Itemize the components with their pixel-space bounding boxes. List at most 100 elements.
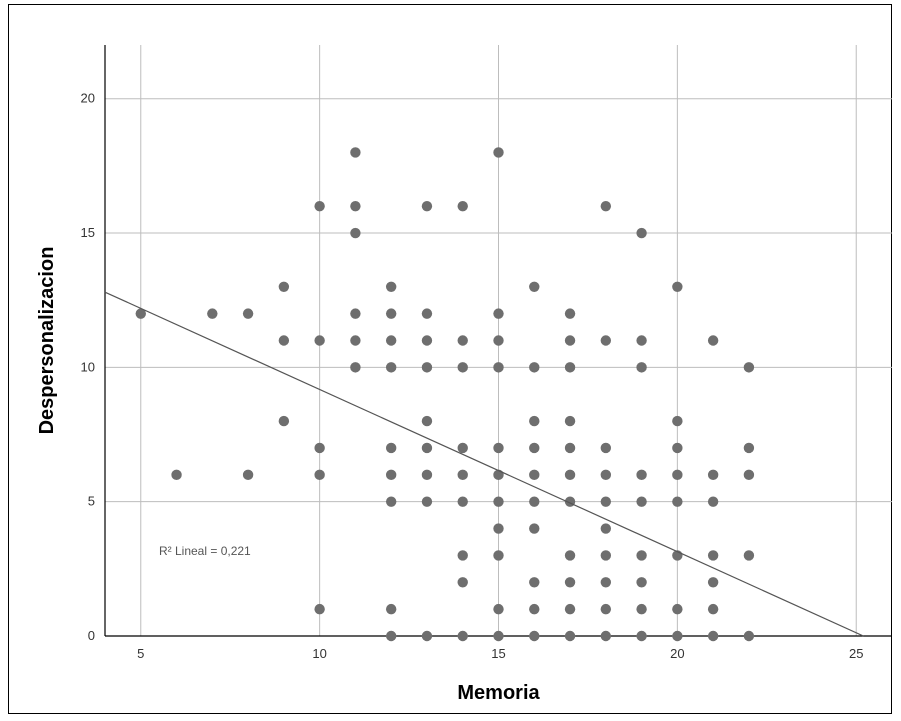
data-point bbox=[350, 227, 361, 239]
data-point bbox=[672, 630, 683, 642]
data-point bbox=[707, 469, 719, 481]
y-axis-title: Despersonalizacion bbox=[36, 247, 58, 435]
data-point bbox=[493, 147, 504, 158]
data-point bbox=[242, 308, 254, 319]
data-point bbox=[636, 362, 647, 373]
data-point bbox=[636, 335, 647, 346]
chart-frame: 5 10 15 20 25 0 5 10 15 20 R² Lineal = 0,221 Memo… bbox=[8, 4, 892, 714]
data-point bbox=[385, 442, 397, 454]
data-point bbox=[529, 469, 540, 481]
data-point bbox=[457, 550, 468, 561]
data-point bbox=[636, 227, 647, 239]
data-point bbox=[529, 577, 540, 588]
data-point bbox=[636, 469, 647, 481]
y-tick-label-15: 15 bbox=[81, 225, 95, 240]
data-point bbox=[421, 200, 433, 212]
data-point bbox=[743, 550, 755, 561]
data-point bbox=[135, 308, 146, 319]
data-point bbox=[314, 442, 325, 454]
data-point bbox=[493, 603, 504, 615]
y-tick-label-10: 10 bbox=[81, 359, 95, 374]
data-point bbox=[564, 550, 576, 561]
data-point bbox=[564, 415, 576, 427]
data-point bbox=[743, 442, 755, 454]
data-point bbox=[636, 630, 647, 642]
data-point bbox=[743, 469, 755, 481]
data-point bbox=[564, 442, 576, 454]
data-point bbox=[421, 442, 433, 454]
data-point bbox=[242, 469, 254, 481]
r-squared-annotation: R² Lineal = 0,221 bbox=[159, 544, 251, 558]
data-point bbox=[600, 550, 612, 561]
x-tick-label-5: 5 bbox=[137, 646, 144, 661]
data-point bbox=[529, 442, 540, 454]
data-point bbox=[636, 496, 647, 507]
data-point bbox=[493, 496, 504, 507]
data-point bbox=[385, 469, 397, 481]
data-point bbox=[600, 630, 612, 642]
data-point bbox=[457, 200, 468, 212]
data-point bbox=[278, 335, 290, 346]
data-point bbox=[529, 523, 540, 534]
data-point bbox=[421, 362, 433, 373]
data-point bbox=[457, 335, 468, 346]
data-point bbox=[421, 335, 433, 346]
data-point bbox=[707, 603, 719, 615]
data-point bbox=[564, 469, 576, 481]
data-point bbox=[529, 362, 540, 373]
data-point bbox=[421, 415, 433, 427]
x-tick-label-10: 10 bbox=[312, 646, 326, 661]
data-point bbox=[636, 603, 647, 615]
x-axis-title: Memoria bbox=[457, 682, 540, 704]
data-point bbox=[600, 603, 612, 615]
data-point bbox=[457, 442, 468, 454]
data-point bbox=[385, 630, 397, 642]
data-point bbox=[529, 281, 540, 292]
y-tick-label-5: 5 bbox=[88, 494, 95, 509]
data-point bbox=[564, 630, 576, 642]
data-point bbox=[278, 281, 290, 292]
data-point bbox=[636, 577, 647, 588]
data-point bbox=[350, 147, 361, 158]
data-point bbox=[707, 550, 719, 561]
data-point bbox=[564, 308, 576, 319]
data-point bbox=[350, 335, 361, 346]
data-point bbox=[314, 603, 325, 615]
data-point bbox=[171, 469, 182, 481]
data-point bbox=[600, 335, 612, 346]
y-tick-label-20: 20 bbox=[81, 91, 95, 106]
data-point bbox=[672, 442, 683, 454]
data-point bbox=[385, 281, 397, 292]
data-point bbox=[493, 308, 504, 319]
y-tick-label-0: 0 bbox=[88, 628, 95, 643]
data-point bbox=[421, 469, 433, 481]
data-point bbox=[493, 362, 504, 373]
data-point bbox=[385, 603, 397, 615]
data-point bbox=[385, 335, 397, 346]
data-point bbox=[421, 308, 433, 319]
data-point bbox=[385, 308, 397, 319]
data-point bbox=[493, 335, 504, 346]
data-point bbox=[493, 550, 504, 561]
data-point bbox=[707, 496, 719, 507]
data-point bbox=[672, 496, 683, 507]
regression-line bbox=[104, 291, 864, 637]
data-point bbox=[672, 415, 683, 427]
data-point bbox=[529, 496, 540, 507]
data-point bbox=[350, 200, 361, 212]
data-point bbox=[493, 630, 504, 642]
data-point bbox=[457, 630, 468, 642]
data-point bbox=[314, 335, 325, 346]
data-point bbox=[707, 630, 719, 642]
data-point bbox=[385, 496, 397, 507]
data-point bbox=[493, 442, 504, 454]
data-point bbox=[600, 523, 612, 534]
x-tick-label-15: 15 bbox=[491, 646, 505, 661]
data-point bbox=[743, 630, 755, 642]
data-point bbox=[564, 577, 576, 588]
data-point bbox=[600, 442, 612, 454]
data-point bbox=[529, 630, 540, 642]
x-tick-label-25: 25 bbox=[849, 646, 863, 661]
data-point bbox=[493, 523, 504, 534]
data-point bbox=[672, 281, 683, 292]
